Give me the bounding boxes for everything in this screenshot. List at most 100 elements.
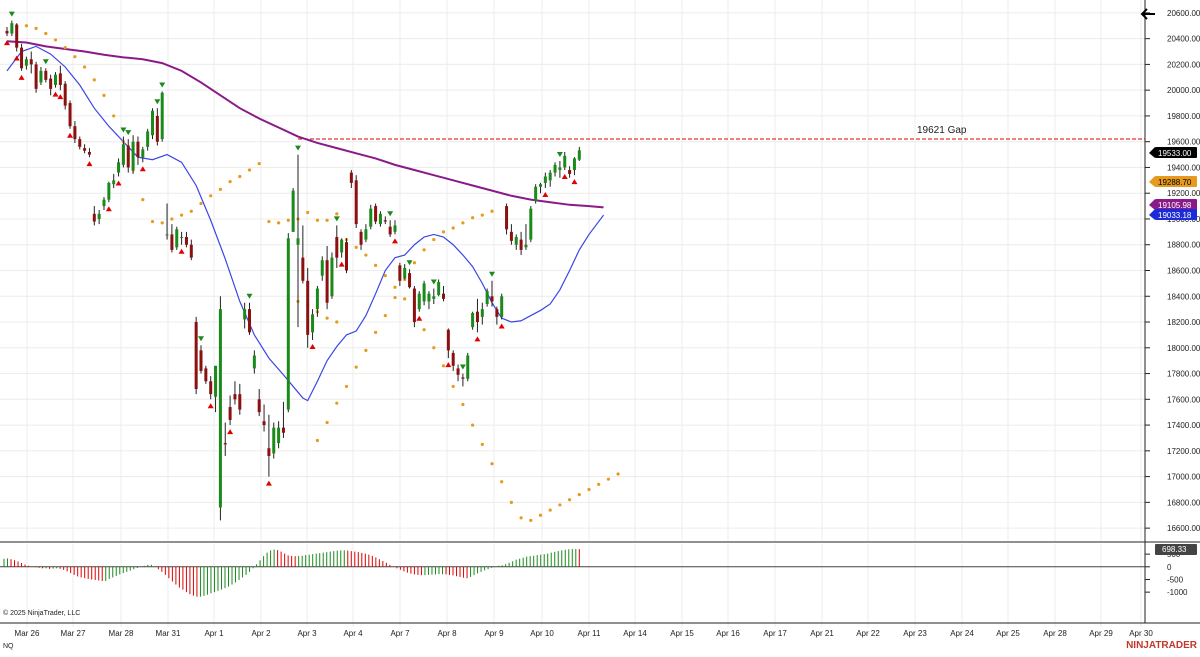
sar-dot — [180, 213, 184, 217]
marker-down-triangle — [8, 11, 15, 17]
candle-body — [228, 407, 232, 420]
candle-body — [214, 365, 218, 397]
candle-body — [160, 92, 164, 140]
y-tick-label: 20400.00 — [1167, 35, 1200, 44]
marker-up-triangle — [52, 91, 59, 97]
candle-body — [92, 213, 96, 222]
candle-body — [267, 448, 271, 456]
x-tick-label: Mar 28 — [109, 629, 134, 638]
sar-dot — [141, 198, 145, 202]
candle-body — [252, 355, 256, 369]
candle-body — [325, 260, 329, 303]
osc-y-tick-label: -500 — [1167, 575, 1184, 584]
marker-up-triangle — [178, 248, 185, 254]
sar-dot — [364, 348, 368, 352]
candle-body — [412, 288, 416, 323]
sar-dot — [393, 285, 397, 289]
marker-down-triangle — [42, 59, 49, 65]
sar-dot — [199, 201, 203, 206]
x-tick-label: Apr 24 — [950, 629, 974, 638]
x-tick-label: Apr 23 — [903, 629, 927, 638]
sar-dot — [73, 55, 77, 59]
sar-dot — [53, 38, 58, 42]
x-tick-label: Apr 2 — [251, 629, 271, 638]
marker-down-triangle — [459, 364, 466, 370]
y-tick-label: 16600.00 — [1167, 524, 1200, 533]
marker-up-triangle — [571, 179, 578, 185]
marker-up-triangle — [542, 192, 549, 198]
candle-body — [374, 206, 378, 222]
candle-body — [398, 265, 402, 281]
candle-body — [500, 296, 504, 317]
marker-down-triangle — [406, 260, 413, 266]
osc-value-label: 698.33 — [1162, 545, 1187, 554]
candle-body — [534, 186, 538, 201]
candle-body — [369, 208, 373, 227]
y-tick-label: 18600.00 — [1167, 267, 1200, 276]
candle-body — [87, 151, 91, 155]
candle-body — [117, 162, 121, 173]
sar-dot — [558, 503, 562, 507]
candle-body — [257, 399, 261, 413]
candle-body — [58, 73, 62, 86]
marker-down-triangle — [430, 279, 437, 285]
sar-dot — [471, 216, 475, 220]
y-tick-label: 17400.00 — [1167, 421, 1200, 430]
price-badge — [1155, 176, 1197, 187]
candle-body — [471, 313, 475, 328]
sar-dot — [500, 480, 504, 484]
price-badge-arrow — [1149, 199, 1155, 210]
marker-down-triangle — [295, 145, 301, 151]
x-tick-label: Apr 15 — [670, 629, 694, 638]
y-tick-label: 17600.00 — [1167, 395, 1200, 404]
sar-dot — [480, 442, 484, 446]
candle-body — [243, 309, 247, 320]
osc-y-tick-label: -1000 — [1167, 588, 1188, 597]
sar-dot — [354, 245, 358, 249]
x-tick-label: Apr 17 — [763, 629, 787, 638]
ma-fast-line — [6, 45, 605, 402]
candle-body — [340, 239, 344, 253]
candle-body — [165, 234, 169, 236]
candle-body — [277, 427, 281, 444]
candle-body — [209, 381, 213, 395]
candle-body — [505, 206, 509, 230]
candle-body — [437, 282, 441, 295]
sar-dot — [432, 346, 436, 350]
arrow-left-icon[interactable] — [1138, 4, 1158, 24]
sar-dot — [393, 295, 397, 300]
price-badge-arrow — [1149, 209, 1155, 220]
price-badge-arrow — [1149, 147, 1155, 158]
candle-body — [233, 394, 237, 400]
sar-dot — [354, 365, 358, 369]
marker-down-triangle — [333, 216, 340, 222]
x-tick-label: Apr 8 — [437, 629, 457, 638]
candle-body — [330, 257, 334, 297]
marker-up-triangle — [18, 74, 25, 80]
candle-body — [126, 145, 130, 168]
sar-dot — [412, 261, 416, 265]
candle-body — [568, 170, 572, 174]
candle-body — [102, 199, 106, 207]
y-tick-label: 16800.00 — [1167, 498, 1200, 507]
sar-dot — [529, 518, 533, 522]
candle-body — [83, 148, 87, 151]
price-badge-label: 19033.18 — [1158, 211, 1192, 220]
candle-body — [141, 149, 145, 158]
marker-down-triangle — [556, 152, 563, 158]
candle-body — [388, 226, 392, 235]
marker-up-triangle — [338, 261, 345, 267]
candle-body — [446, 329, 450, 351]
candle-body — [170, 234, 174, 250]
x-tick-label: Apr 16 — [716, 629, 740, 638]
sar-dot — [335, 320, 339, 324]
candle-body — [558, 167, 562, 171]
candle-body — [480, 309, 484, 317]
sar-dot — [471, 423, 475, 427]
candle-body — [121, 144, 125, 165]
sar-dot — [102, 93, 106, 97]
sar-dot — [306, 210, 310, 215]
